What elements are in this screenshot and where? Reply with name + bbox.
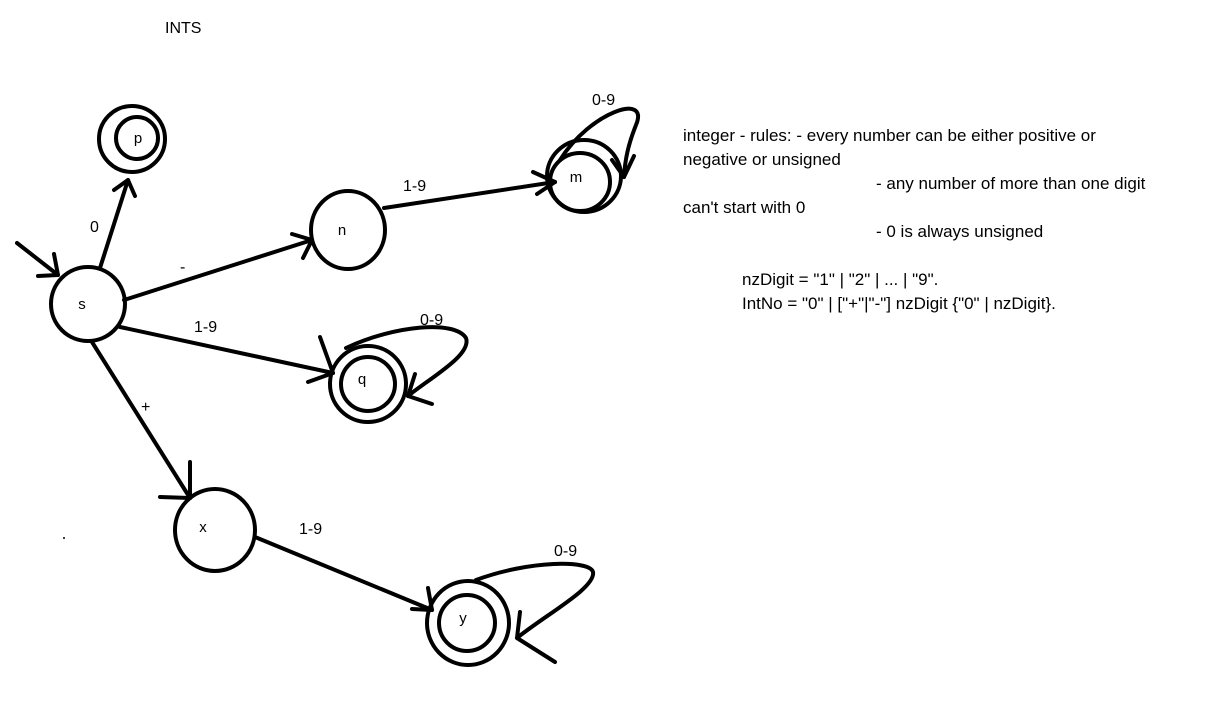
transition-label-s-x: + (141, 399, 150, 416)
transition-label-s-p: 0 (90, 219, 99, 236)
state-label-n: n (338, 222, 346, 239)
state-label-p: p (134, 130, 142, 147)
transition-s-x (90, 340, 192, 500)
state-m: m (545, 138, 623, 214)
diagram-title: INTS (165, 20, 202, 37)
transition-x-y (253, 535, 434, 612)
rules-line-2: negative or unsigned (683, 150, 841, 169)
transition-s-n (122, 232, 314, 302)
state-q: q (328, 344, 408, 424)
transition-n-m (382, 170, 557, 210)
transition-label-y-loop: 0-9 (554, 543, 577, 560)
transition-label-x-y: 1-9 (299, 521, 322, 538)
transition-y-loop (474, 561, 595, 664)
state-label-x: x (199, 519, 207, 536)
stray-dot (63, 537, 65, 539)
transition-label-s-q: 1-9 (194, 319, 217, 336)
state-label-y: y (459, 610, 467, 627)
state-label-s: s (78, 296, 86, 313)
transition-s-q (118, 325, 335, 384)
grammar-intno: IntNo = "0" | ["+"|"-"] nzDigit {"0" | n… (742, 294, 1056, 313)
rules-line-3: - any number of more than one digit (876, 174, 1146, 193)
rules-line-4: can't start with 0 (683, 198, 806, 217)
start-arrow (15, 241, 60, 278)
state-label-m: m (570, 169, 583, 186)
transition-s-p (98, 178, 137, 270)
transition-m-loop (558, 106, 640, 179)
state-p: p (97, 104, 167, 174)
rules-line-1: integer - rules: - every number can be e… (683, 126, 1096, 145)
rules-line-5: - 0 is always unsigned (876, 222, 1044, 241)
state-s: s (49, 265, 127, 343)
transition-label-q-loop: 0-9 (420, 312, 443, 329)
transition-label-m-loop: 0-9 (592, 92, 615, 109)
state-label-q: q (358, 371, 366, 388)
state-x: x (173, 487, 257, 573)
state-n: n (309, 189, 387, 271)
transition-label-s-n: - (180, 259, 185, 276)
transition-q-loop (344, 325, 469, 406)
transition-label-n-m: 1-9 (403, 178, 426, 195)
grammar-nzdigit: nzDigit = "1" | "2" | ... | "9". (742, 270, 939, 289)
state-y: y (425, 579, 511, 667)
